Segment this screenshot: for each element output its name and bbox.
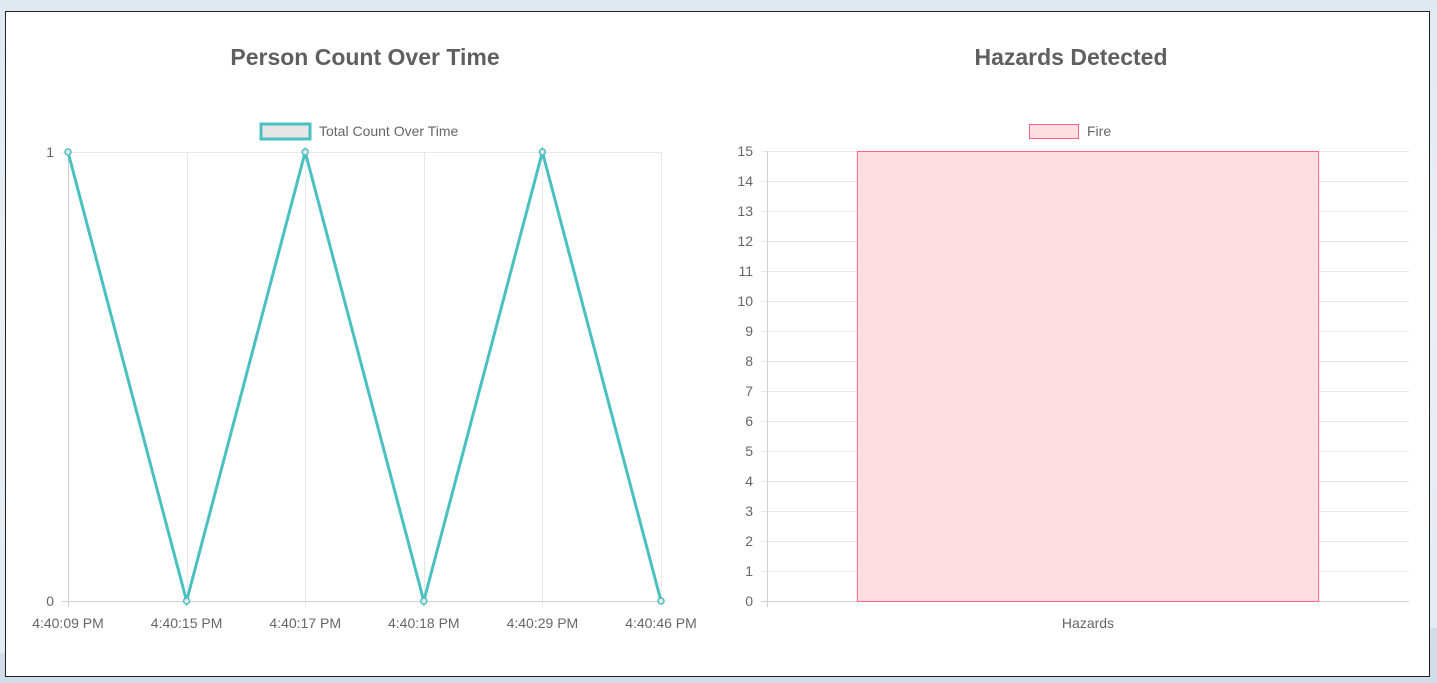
bar-y-tick-label: 12 <box>737 233 753 249</box>
series-line-total-count <box>66 146 663 607</box>
bar-y-tick-label: 2 <box>745 533 753 549</box>
bar-y-tick-label: 9 <box>745 323 753 339</box>
data-point[interactable] <box>64 148 72 156</box>
bar-y-tick-label: 4 <box>745 473 753 489</box>
bar-y-tick-label: 3 <box>745 503 753 519</box>
data-point[interactable] <box>538 148 547 156</box>
line-chart-x-ticks: 4:40:09 PM 4:40:15 PM 4:40:17 PM 4:40:18 PM… <box>32 615 697 631</box>
bar-y-tick-label: 8 <box>745 353 753 369</box>
line-chart-y-ticks: 01 <box>46 144 54 609</box>
bar-y-tick-label: 15 <box>737 143 753 159</box>
data-point[interactable] <box>182 597 191 605</box>
bar-y-tick-label: 13 <box>737 203 753 219</box>
line-y-tick-label: 1 <box>46 144 54 160</box>
bar-y-tick-label: 0 <box>745 593 753 609</box>
line-x-tick-label: 4:40:29 PM <box>507 615 579 631</box>
line-x-tick-label: 4:40:09 PM <box>32 615 104 631</box>
bar-y-tick-label: 1 <box>745 563 753 579</box>
line-chart-grid <box>62 152 662 607</box>
legend-swatch-total-count[interactable] <box>259 122 312 141</box>
data-point[interactable] <box>420 597 428 605</box>
bar-y-tick-label: 7 <box>745 383 753 399</box>
line-chart-legend[interactable]: Total Count Over Time <box>259 122 458 141</box>
line-chart: Person Count Over Time Total Count Over … <box>32 44 697 631</box>
data-point[interactable] <box>301 148 309 156</box>
bar-x-tick-label: Hazards <box>1062 615 1114 631</box>
line-x-tick-label: 4:40:15 PM <box>151 615 223 631</box>
bar-y-tick-label: 10 <box>737 293 753 309</box>
legend-label-total-count[interactable]: Total Count Over Time <box>319 123 458 139</box>
bar-chart-legend[interactable]: Fire <box>1029 123 1112 139</box>
bar-y-tick-label: 11 <box>738 263 753 279</box>
bar-y-tick-label: 5 <box>745 443 753 459</box>
bar-y-tick-label: 6 <box>745 413 753 429</box>
line-x-tick-label: 4:40:46 PM <box>625 615 697 631</box>
bar-chart-x-ticks: Hazards <box>1062 615 1114 631</box>
line-chart-series <box>64 146 665 607</box>
line-y-tick-label: 0 <box>46 593 54 609</box>
line-chart-title: Person Count Over Time <box>230 44 499 70</box>
bar-chart: Hazards Detected Fire 012345678910111213… <box>737 44 1409 631</box>
data-point[interactable] <box>657 597 665 605</box>
legend-swatch-fire[interactable] <box>1029 124 1079 139</box>
legend-label-fire[interactable]: Fire <box>1087 123 1111 139</box>
bar-chart-title: Hazards Detected <box>974 44 1167 70</box>
line-x-tick-label: 4:40:18 PM <box>388 615 460 631</box>
line-x-tick-label: 4:40:17 PM <box>269 615 341 631</box>
bar-fire[interactable] <box>856 151 1320 602</box>
bar-chart-series <box>856 151 1320 602</box>
bar-y-tick-label: 14 <box>737 173 753 189</box>
